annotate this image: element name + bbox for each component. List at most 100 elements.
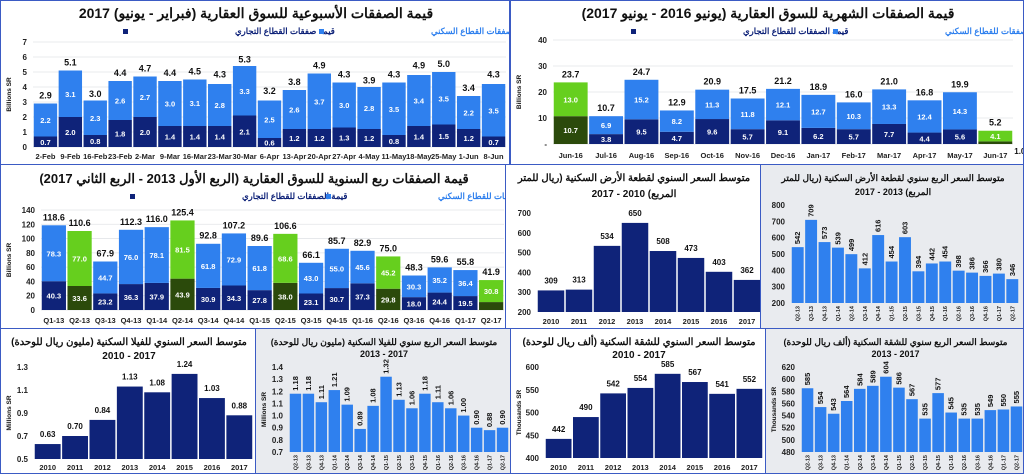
bar[interactable] <box>984 410 997 452</box>
bar-segment-commercial[interactable] <box>273 282 298 310</box>
bar[interactable] <box>600 393 626 458</box>
bar[interactable] <box>62 436 88 459</box>
bar-segment-commercial[interactable] <box>479 302 504 310</box>
bar-segment-commercial[interactable] <box>257 138 282 147</box>
bar-segment-residential[interactable] <box>481 84 506 137</box>
bar-segment-residential[interactable] <box>298 262 324 294</box>
bar[interactable] <box>992 273 1005 303</box>
bar-segment-commercial[interactable] <box>247 290 272 310</box>
bar-segment-residential[interactable] <box>232 66 257 116</box>
bar-segment-residential[interactable] <box>836 102 871 130</box>
bar[interactable] <box>867 385 879 452</box>
bar-segment-residential[interactable] <box>33 103 58 137</box>
bar-segment-commercial[interactable] <box>453 296 478 310</box>
bar[interactable] <box>791 247 804 303</box>
bar-segment-residential[interactable] <box>382 82 406 136</box>
bar[interactable] <box>945 412 957 452</box>
bar-segment-residential[interactable] <box>730 98 765 130</box>
bar-segment-commercial[interactable] <box>942 129 977 144</box>
bar-segment-residential[interactable] <box>407 75 431 126</box>
bar[interactable] <box>677 257 705 312</box>
bar[interactable] <box>34 444 61 459</box>
bar-segment-commercial[interactable] <box>978 141 1013 144</box>
bar-segment-residential[interactable] <box>479 280 504 303</box>
bar-segment-residential[interactable] <box>307 73 331 130</box>
bar-segment-residential[interactable] <box>118 229 144 285</box>
bar[interactable] <box>367 405 379 452</box>
bar-segment-residential[interactable] <box>907 100 942 133</box>
bar-segment-commercial[interactable] <box>553 116 588 144</box>
bar-segment-residential[interactable] <box>456 96 481 129</box>
bar-segment-commercial[interactable] <box>41 281 66 310</box>
bar-segment-commercial[interactable] <box>872 123 907 144</box>
bar[interactable] <box>853 388 866 452</box>
bar-segment-commercial[interactable] <box>907 132 942 144</box>
bar[interactable] <box>801 388 814 452</box>
bar[interactable] <box>899 237 911 303</box>
bar[interactable] <box>545 438 572 458</box>
bar[interactable] <box>483 430 496 452</box>
bar[interactable] <box>885 261 898 303</box>
bar[interactable] <box>627 387 654 458</box>
bar[interactable] <box>818 242 831 303</box>
bar[interactable] <box>289 393 302 452</box>
bar[interactable] <box>226 415 253 459</box>
bar[interactable] <box>919 418 931 452</box>
bar[interactable] <box>958 418 971 452</box>
bar-segment-commercial[interactable] <box>158 126 182 147</box>
bar-segment-commercial[interactable] <box>183 126 207 147</box>
bar-segment-commercial[interactable] <box>589 134 624 144</box>
bar-segment-commercial[interactable] <box>407 126 431 147</box>
bar-segment-residential[interactable] <box>133 76 157 118</box>
bar-segment-commercial[interactable] <box>196 287 221 310</box>
bar-segment-residential[interactable] <box>695 89 730 120</box>
bar[interactable] <box>432 402 444 452</box>
bar[interactable] <box>912 271 925 303</box>
bar[interactable] <box>89 419 116 459</box>
bar[interactable] <box>445 408 457 452</box>
bar-segment-commercial[interactable] <box>298 293 324 311</box>
bar[interactable] <box>840 401 853 452</box>
bar[interactable] <box>649 251 677 312</box>
bar-segment-commercial[interactable] <box>170 278 195 310</box>
bar-segment-commercial[interactable] <box>118 284 144 310</box>
bar-segment-residential[interactable] <box>93 261 118 294</box>
bar-segment-commercial[interactable] <box>282 129 307 147</box>
bar-segment-commercial[interactable] <box>401 297 427 310</box>
bar-segment-commercial[interactable] <box>133 117 157 147</box>
bar[interactable] <box>814 407 827 452</box>
bar-segment-commercial[interactable] <box>58 117 83 147</box>
bar-segment-commercial[interactable] <box>624 119 659 144</box>
bar[interactable] <box>144 392 171 459</box>
bar-segment-commercial[interactable] <box>67 286 92 310</box>
bar[interactable] <box>880 376 892 452</box>
bar-segment-commercial[interactable] <box>836 129 871 144</box>
bar[interactable] <box>406 408 418 452</box>
bar-segment-residential[interactable] <box>282 90 307 129</box>
bar-segment-residential[interactable] <box>801 94 836 128</box>
bar-segment-residential[interactable] <box>376 256 401 289</box>
bar[interactable] <box>537 290 565 312</box>
bar[interactable] <box>565 289 593 312</box>
bar-segment-residential[interactable] <box>659 110 694 132</box>
bar[interactable] <box>1006 279 1019 303</box>
bar-segment-commercial[interactable] <box>332 127 356 148</box>
bar[interactable] <box>733 279 761 312</box>
bar[interactable] <box>997 409 1010 453</box>
bar-segment-residential[interactable] <box>83 100 107 136</box>
bar[interactable] <box>932 393 944 452</box>
bar[interactable] <box>496 427 509 452</box>
bar-segment-residential[interactable] <box>589 116 624 135</box>
bar-segment-commercial[interactable] <box>695 119 730 144</box>
bar[interactable] <box>315 402 328 452</box>
bar[interactable] <box>736 388 763 458</box>
bar[interactable] <box>199 398 225 459</box>
bar-segment-residential[interactable] <box>624 79 659 120</box>
bar-segment-commercial[interactable] <box>427 292 452 310</box>
bar[interactable] <box>845 254 858 303</box>
bar-segment-residential[interactable] <box>221 233 247 286</box>
bar[interactable] <box>979 275 992 303</box>
bar-segment-residential[interactable] <box>553 82 588 117</box>
bar-segment-residential[interactable] <box>453 270 478 297</box>
bar-segment-commercial[interactable] <box>221 285 247 311</box>
